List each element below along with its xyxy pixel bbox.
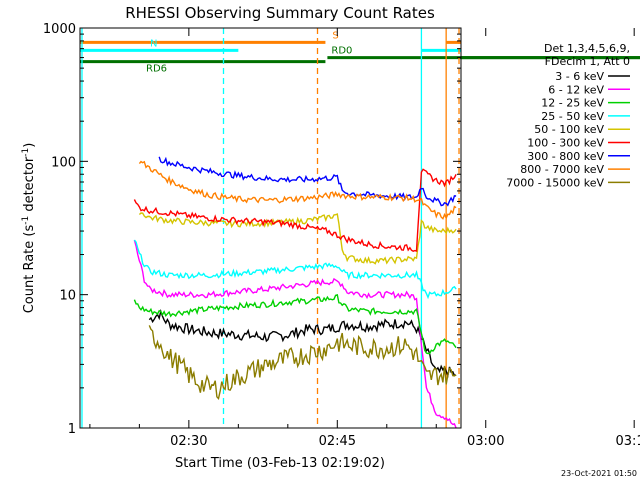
series-line-50-100-kev bbox=[138, 212, 457, 265]
y-axis-label-end: ) bbox=[22, 143, 37, 148]
status-label-n: N bbox=[150, 38, 157, 49]
status-bars: S N RD6 RD0 bbox=[80, 30, 640, 75]
chart-title: RHESSI Observing Summary Count Rates bbox=[125, 4, 435, 22]
legend-entry-100-300-kev: 100 - 300 keV bbox=[527, 137, 604, 150]
x-tick-label: 02:45 bbox=[319, 434, 356, 449]
status-label-s: S bbox=[332, 30, 338, 41]
legend-header-line-1: Det 1,3,4,5,6,9, bbox=[544, 42, 630, 55]
series-line-3-6-kev bbox=[148, 308, 457, 379]
legend-entry-7000-15000-kev: 7000 - 15000 keV bbox=[506, 176, 604, 189]
legend-entry-3-6-kev: 3 - 6 keV bbox=[555, 70, 604, 83]
series-line-800-7000-kev bbox=[138, 160, 457, 220]
y-tick-label: 10 bbox=[59, 289, 76, 304]
y-tick-label: 1000 bbox=[43, 22, 76, 37]
y-axis-label-sup2: -1 bbox=[21, 148, 31, 157]
x-axis-label: Start Time (03-Feb-13 02:19:02) bbox=[175, 456, 385, 471]
x-tick-label: 02:30 bbox=[170, 434, 207, 449]
legend-entry-25-50-kev: 25 - 50 keV bbox=[541, 110, 604, 123]
y-axis-label-mid: detector bbox=[22, 156, 37, 216]
plot-frame bbox=[79, 27, 462, 429]
legend-entry-300-800-kev: 300 - 800 keV bbox=[527, 150, 604, 163]
y-tick-label: 1 bbox=[68, 422, 76, 437]
series-line-6-12-kev bbox=[133, 239, 457, 429]
y-tick-label: 100 bbox=[51, 155, 76, 170]
series-line-12-25-kev bbox=[133, 294, 457, 355]
legend-header-line-2: FDecim 1, Att 0 bbox=[545, 55, 630, 68]
y-axis-label: Count Rate (s-1 detector-1) bbox=[21, 143, 37, 314]
series-line-25-50-kev bbox=[133, 239, 457, 300]
x-tick-label: 03:15 bbox=[615, 434, 640, 449]
y-axis-label-main: Count Rate (s bbox=[22, 225, 37, 314]
legend-entry-800-7000-kev: 800 - 7000 keV bbox=[520, 163, 604, 176]
legend: Det 1,3,4,5,6,9, FDecim 1, Att 0 3 - 6 k… bbox=[506, 42, 630, 189]
series-line-7000-15000-kev bbox=[148, 325, 457, 400]
status-label-rd0: RD0 bbox=[331, 46, 352, 57]
y-axis-label-sup1: -1 bbox=[21, 216, 31, 225]
footer-date: 23-Oct-2021 01:50 bbox=[561, 469, 637, 478]
legend-entry-50-100-kev: 50 - 100 keV bbox=[534, 123, 604, 136]
x-tick-label: 03:00 bbox=[467, 434, 504, 449]
legend-entry-12-25-kev: 12 - 25 keV bbox=[541, 97, 604, 110]
status-label-rd6: RD6 bbox=[146, 64, 167, 75]
series-line-100-300-kev bbox=[133, 168, 457, 253]
series-lines bbox=[133, 156, 457, 429]
legend-entry-6-12-kev: 6 - 12 keV bbox=[548, 83, 604, 96]
